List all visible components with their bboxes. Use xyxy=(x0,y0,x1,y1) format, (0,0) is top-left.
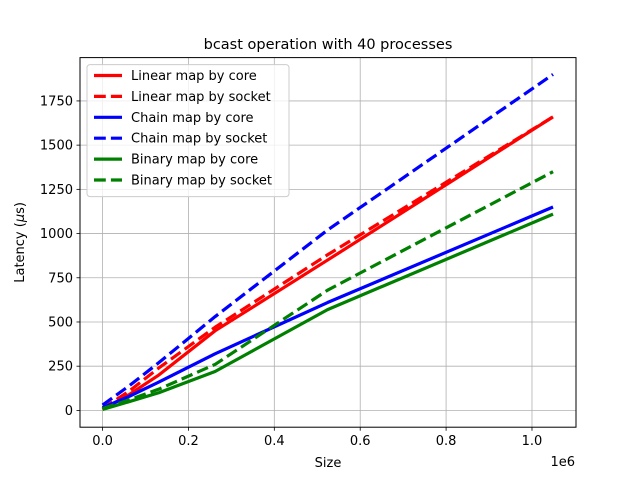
x-tick-label: 0.8 xyxy=(436,434,457,449)
x-tick-label: 1.0 xyxy=(522,434,543,449)
axes-frame xyxy=(79,57,577,428)
legend-label-5: Binary map by core xyxy=(131,153,258,168)
y-tick-label: 1250 xyxy=(40,183,73,198)
y-axis: 0 250 500 750 1000 1250 1500 1750 xyxy=(40,94,80,419)
y-axis-label-mu: μ xyxy=(13,214,28,223)
legend-label-3: Chain map by core xyxy=(131,111,254,126)
legend-box xyxy=(86,64,290,198)
y-tick-label: 750 xyxy=(48,271,73,286)
legend: Linear map by core Linear map by socket Ch… xyxy=(86,64,290,198)
series-line-2 xyxy=(101,115,554,410)
y-axis-label-suffix: s) xyxy=(13,202,28,214)
x-tick-label: 0.0 xyxy=(92,434,113,449)
x-axis-label: Size xyxy=(315,456,342,471)
y-tick-label: 250 xyxy=(48,360,73,375)
legend-label-4: Chain map by socket xyxy=(131,132,267,147)
y-tick-label: 0 xyxy=(65,404,73,419)
x-offset-label: 1e6 xyxy=(550,455,575,470)
series-line-6 xyxy=(102,170,554,411)
series-line-4 xyxy=(101,73,554,407)
chart-title: bcast operation with 40 processes xyxy=(204,37,453,53)
y-axis-label: Latency (μs) xyxy=(13,202,28,283)
x-axis: 0.0 0.2 0.4 0.6 0.8 1.0 xyxy=(92,427,542,449)
legend-label-1: Linear map by core xyxy=(131,69,257,84)
x-tick-label: 0.2 xyxy=(178,434,199,449)
x-tick-label: 0.6 xyxy=(350,434,371,449)
legend-label-6: Binary map by socket xyxy=(131,174,272,189)
legend-label-2: Linear map by socket xyxy=(131,90,271,105)
series-layer xyxy=(101,73,554,412)
y-axis-label-prefix: Latency ( xyxy=(13,222,28,283)
y-tick-label: 1000 xyxy=(40,227,73,242)
series-line-3 xyxy=(101,205,554,410)
y-tick-label: 1500 xyxy=(40,139,73,154)
x-tick-label: 0.4 xyxy=(264,434,285,449)
y-tick-label: 500 xyxy=(48,315,73,330)
y-tick-label: 1750 xyxy=(40,94,73,109)
